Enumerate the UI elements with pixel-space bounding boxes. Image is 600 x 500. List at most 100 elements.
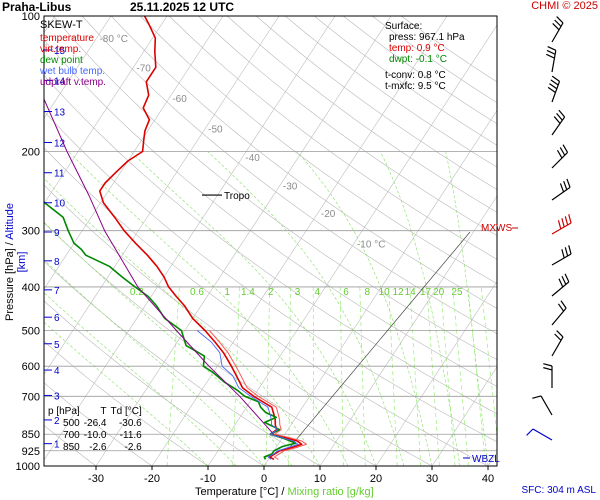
- wind-barb-feather: [563, 180, 568, 190]
- dry-adiabat-line: [44, 74, 497, 415]
- wind-barb-feather: [556, 330, 564, 338]
- altitude-tick-label: 15: [54, 46, 66, 57]
- y-axis-label-pressure: Pressure [hPa]: [4, 248, 16, 322]
- wind-barb-feather: [561, 249, 565, 259]
- mixing-ratio-label: 20: [433, 287, 445, 298]
- wind-barb-feather: [546, 53, 555, 59]
- wind-barb-feather: [554, 19, 562, 27]
- x-tick-label: 10: [314, 473, 326, 485]
- table-row: 850 -2.6 -2.6: [48, 442, 146, 454]
- dry-adiabat-line: [110, 16, 497, 309]
- chart-legend: SKEW-T temperature virt.temp. dew point …: [40, 20, 106, 89]
- dry-adiabat-line: [81, 16, 497, 335]
- mixing-ratio-line: [467, 286, 486, 466]
- table-cell: 500: [63, 418, 80, 429]
- wet-bulb-line: [196, 330, 299, 460]
- x-tick-label: 40: [482, 473, 494, 485]
- dry-adiabat-line: [139, 16, 497, 284]
- pressure-tick-label: 500: [22, 326, 40, 338]
- wind-barb-feather: [554, 333, 562, 341]
- wind-barb-staff: [551, 281, 570, 297]
- mixing-ratio-line: [339, 286, 344, 466]
- surface-temp: temp: 0.9 °C: [389, 43, 445, 54]
- table-cell: 700: [63, 430, 80, 441]
- legend-item-wet-bulb: wet bulb temp.: [40, 66, 106, 77]
- wind-barb-feather: [552, 23, 560, 31]
- table-cell: -26.4: [83, 418, 107, 429]
- x-tick-label: -20: [144, 473, 160, 485]
- x-axis-label: Temperature [°C] / Mixing ratio [g/kg]: [195, 486, 374, 498]
- x-axis-label-temp: Temperature [°C]: [195, 486, 279, 498]
- isotherm-label: -10 °C: [357, 239, 385, 250]
- wind-barb-feather: [558, 109, 566, 118]
- mixing-ratio-label: 6: [343, 287, 349, 298]
- wind-barb-feather: [568, 214, 572, 224]
- y-axis-label: Pressure [hPa] / Altitude [km]: [4, 192, 28, 332]
- mixing-ratio-label: 25: [451, 287, 463, 298]
- wind-barb-feather: [564, 273, 570, 283]
- wind-barb-feather: [549, 83, 558, 90]
- mixing-ratio-label: 17: [420, 287, 432, 298]
- pressure-tick-label: 1000: [16, 461, 40, 473]
- wind-barb-feather: [553, 116, 561, 124]
- mixing-ratio-line: [288, 286, 291, 466]
- station-name: Praha-Libus: [2, 0, 72, 14]
- table-row: 700 -10.0 -11.6: [48, 430, 146, 442]
- legend-item-virt-temp: virt.temp.: [40, 44, 82, 55]
- surface-pressure: press: 967.1 hPa: [389, 32, 465, 43]
- isotherm-label: -50: [208, 125, 223, 136]
- isotherm-label: -70: [136, 63, 151, 74]
- mixing-ratio-label: 14: [405, 287, 417, 298]
- wind-barb-staff: [551, 81, 561, 103]
- wind-barb-feather: [556, 149, 563, 159]
- credit-text: CHMI © 2025: [531, 0, 598, 12]
- wind-barb-feather: [557, 220, 562, 230]
- mixing-ratio-line: [232, 286, 240, 466]
- table-header-pressure: p [hPa]: [48, 406, 80, 417]
- dry-adiabat-line: [52, 16, 497, 361]
- altitude-tick-label: 5: [54, 340, 60, 351]
- pressure-tick-label: 925: [22, 446, 40, 458]
- altitude-tick-label: 3: [54, 391, 60, 402]
- wind-barb-staff: [551, 186, 571, 201]
- isotherm-line: [151, 16, 448, 466]
- isotherm-line: [44, 16, 336, 461]
- wind-barb-feather: [559, 183, 565, 193]
- altitude-tick-label: 4: [54, 366, 60, 377]
- wbzl-label: WBZL: [472, 454, 500, 465]
- table-cell: -2.6: [124, 442, 142, 453]
- wind-barb-feather: [560, 300, 567, 309]
- wind-barb-feather: [556, 112, 563, 121]
- altitude-tick-label: 1: [54, 440, 60, 451]
- wind-barb-feather: [557, 303, 565, 312]
- isotherm-line: [319, 195, 497, 466]
- wind-barb-feather: [551, 75, 560, 82]
- table-cell: 850: [63, 442, 80, 453]
- altitude-tick-label: 9: [54, 228, 60, 239]
- isotherm-label: -30: [283, 181, 298, 192]
- surface-dewpoint: dwpt: -0.1 °C: [389, 54, 447, 65]
- mxws-label: MXWS: [481, 223, 512, 234]
- mixing-ratio-label: 3: [295, 287, 301, 298]
- isotherm-line: [95, 16, 392, 466]
- wind-barb-staff: [551, 222, 572, 235]
- legend-item-dew-point: dew point: [40, 55, 83, 66]
- wind-barb-staff: [540, 395, 553, 416]
- wind-barb-feather: [566, 178, 571, 188]
- moist-adiabat-line: [380, 151, 461, 466]
- wind-barb-feather: [559, 147, 566, 156]
- surface-info: Surface: press: 967.1 hPa temp: 0.9 °C d…: [385, 21, 465, 92]
- mixing-ratio-label: 1: [224, 287, 230, 298]
- pressure-tick-label: 200: [22, 146, 40, 158]
- wind-barb-feather: [532, 395, 542, 399]
- pressure-tick-label: 600: [22, 361, 40, 373]
- wind-barb-feather: [547, 45, 557, 51]
- isotherm-line: [487, 451, 497, 466]
- pressure-tick-label: 300: [22, 226, 40, 238]
- mixing-ratio-line: [265, 286, 271, 466]
- wind-barb-feather: [543, 367, 553, 371]
- isotherm-label: -80 °C: [99, 34, 127, 45]
- isotherm-line: [544, 16, 600, 466]
- updraft-vtemp-line: [44, 97, 274, 435]
